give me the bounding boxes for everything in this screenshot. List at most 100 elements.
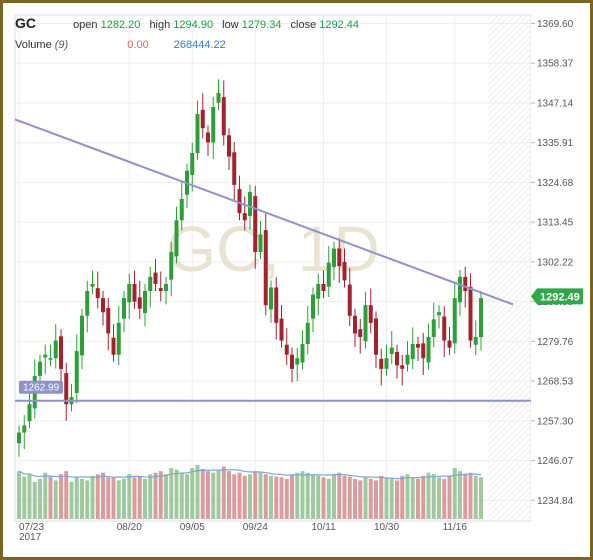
volume-bar xyxy=(374,480,378,519)
hatch-line xyxy=(488,233,531,278)
candle-down xyxy=(242,213,247,221)
support-label: 1262.99 xyxy=(23,383,60,394)
open-value: 1282.20 xyxy=(100,19,141,31)
candle-up xyxy=(458,276,462,303)
volume-bar xyxy=(127,474,132,519)
volume-bar xyxy=(211,472,216,519)
candle-up xyxy=(127,283,132,303)
volume-bar xyxy=(442,478,447,519)
candle-down xyxy=(395,351,399,366)
volume-bar xyxy=(95,474,100,519)
y-tick-label: 1335.91 xyxy=(537,138,574,149)
volume-bar xyxy=(400,475,405,519)
candle-down xyxy=(227,135,231,157)
y-tick-label: 1234.84 xyxy=(537,496,574,507)
symbol-label: GC xyxy=(15,15,36,31)
hatch-line xyxy=(488,95,531,140)
support-price-marker: 1262.99 xyxy=(19,380,63,394)
y-tick-label: 1246.07 xyxy=(537,456,574,467)
hatch-line xyxy=(488,59,531,104)
candle-up xyxy=(437,312,441,316)
candle-up xyxy=(479,298,483,337)
volume-legend: Volume (9) 0.00 268444.22 xyxy=(15,39,226,51)
volume-bar xyxy=(274,476,279,519)
candlestick-chart: GC, 1D 1369.60 1358.37 1347.14 1335.91 1324.… xyxy=(14,14,590,543)
candle-down xyxy=(442,316,447,341)
volume-bar xyxy=(258,472,263,519)
candle-down xyxy=(263,230,268,306)
candle-up xyxy=(452,298,457,344)
volume-bar xyxy=(463,474,468,519)
volume-bar xyxy=(405,474,410,519)
candle-down xyxy=(347,284,352,316)
volume-bar xyxy=(38,478,42,519)
candle-down xyxy=(416,344,420,348)
candle-up xyxy=(389,347,394,354)
x-tick-label: 08/20 xyxy=(117,522,142,533)
candle-up xyxy=(190,153,195,175)
x-tick-label: 10/30 xyxy=(374,522,399,533)
volume-bar xyxy=(321,477,326,519)
volume-bar xyxy=(253,471,258,519)
candle-up xyxy=(90,283,95,287)
close-label: close xyxy=(290,19,317,31)
volume-bar xyxy=(384,477,389,519)
volume-bar xyxy=(395,480,399,519)
volume-bar xyxy=(248,474,252,519)
x-tick-label: 10/11 xyxy=(311,522,336,533)
x-tick-label: 09/24 xyxy=(243,522,268,533)
volume-bar xyxy=(90,475,95,519)
candle-down xyxy=(342,261,347,281)
volume-bar xyxy=(85,480,90,519)
year-label: 2017 xyxy=(19,532,42,543)
candle-up xyxy=(179,199,184,221)
candle-down xyxy=(200,109,205,129)
volume-bar xyxy=(48,476,53,519)
candle-down xyxy=(221,97,226,136)
candle-down xyxy=(284,344,289,355)
candle-down xyxy=(232,152,237,185)
candle-up xyxy=(473,337,478,345)
candle-up xyxy=(363,305,368,342)
candle-down xyxy=(368,305,373,323)
volume-bar xyxy=(27,474,32,519)
candle-down xyxy=(321,283,326,291)
volume-bar xyxy=(143,478,147,519)
watermark: GC, 1D xyxy=(166,213,379,285)
candle-up xyxy=(22,425,27,433)
candle-down xyxy=(379,358,384,369)
volume-bar xyxy=(290,474,294,519)
hatch-line xyxy=(488,431,531,476)
candle-down xyxy=(400,365,405,369)
candle-down xyxy=(337,248,342,267)
volume-bar xyxy=(101,472,105,519)
candle-up xyxy=(405,354,410,365)
candle-up xyxy=(174,220,179,257)
volume-bar xyxy=(300,471,305,519)
hatch-line xyxy=(488,65,531,110)
volume-bar xyxy=(426,472,431,519)
volume-series xyxy=(17,465,483,519)
candle-up xyxy=(426,337,431,363)
volume-bar xyxy=(311,474,315,519)
volume-bar xyxy=(59,474,63,519)
hatch-line xyxy=(488,263,531,308)
volume-bar xyxy=(431,474,436,519)
high-label: high xyxy=(149,19,171,31)
candle-down xyxy=(153,272,158,284)
candle-up xyxy=(38,361,42,376)
close-value: 1292.44 xyxy=(319,19,360,31)
volume-bar xyxy=(421,475,426,519)
future-hatch-area xyxy=(488,15,590,525)
candle-up xyxy=(53,340,58,359)
volume-bar xyxy=(22,476,27,519)
volume-bar xyxy=(174,469,179,519)
x-tick-label: 07/23 xyxy=(19,522,44,533)
volume-label: Volume xyxy=(15,39,52,51)
volume-bar xyxy=(316,475,321,519)
candle-up xyxy=(326,262,331,287)
volume-bar xyxy=(473,475,478,519)
candle-down xyxy=(132,283,137,302)
y-tick-label: 1347.14 xyxy=(537,98,574,109)
candle-up xyxy=(384,358,389,369)
